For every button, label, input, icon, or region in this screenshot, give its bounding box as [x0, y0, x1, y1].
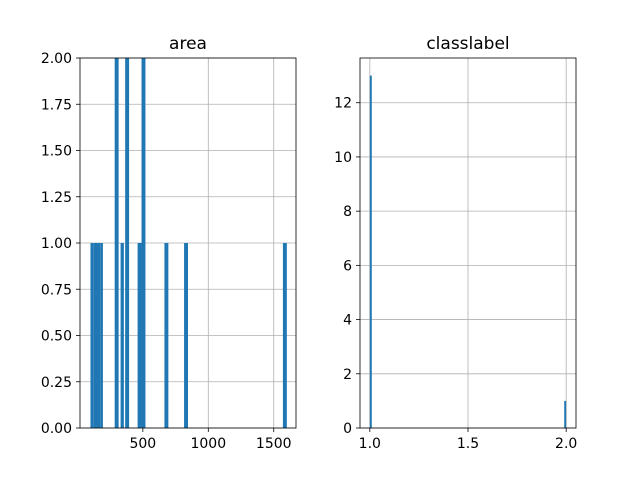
- chart-0-y-tick-label: 1.00: [41, 236, 72, 252]
- chart-0-y-tick-label: 0.50: [41, 329, 72, 345]
- chart-1-title: classlabel: [426, 34, 509, 54]
- chart-1-y-tick-label: 10: [334, 150, 352, 166]
- chart-0-y-tick-label: 1.50: [41, 144, 72, 160]
- chart-0-bar: [114, 58, 119, 428]
- chart-1-x-tick-label: 2.0: [555, 436, 577, 452]
- chart-0-y-tick-label: 0.75: [41, 282, 72, 298]
- chart-0-y-tick-label: 1.25: [41, 190, 72, 206]
- chart-0-bar: [120, 243, 124, 428]
- chart-0-y-tick-label: 0.25: [41, 375, 72, 391]
- chart-0-bar: [137, 243, 142, 428]
- chart-1-y-tick-label: 6: [343, 258, 352, 274]
- chart-1-x-tick-label: 1.0: [359, 436, 381, 452]
- chart-1-bar: [369, 75, 372, 428]
- chart-1-x-tick-label: 1.5: [457, 436, 479, 452]
- chart-0-bar: [93, 243, 98, 428]
- chart-0-y-tick-label: 1.75: [41, 97, 72, 113]
- chart-1-y-tick-label: 0: [343, 421, 352, 437]
- chart-1-y-tick-label: 8: [343, 204, 352, 220]
- chart-0-bar: [184, 243, 188, 428]
- chart-0-title: area: [169, 34, 207, 54]
- chart-0-x-tick-label: 1000: [190, 436, 226, 452]
- chart-0-y-tick-label: 2.00: [41, 51, 72, 67]
- chart-1-y-tick-label: 4: [343, 313, 352, 329]
- chart-0-x-tick-label: 1500: [256, 436, 292, 452]
- classlabel-histogram: 1.0 1.5 2.0 0 2 4 6 8 10 12 classlabel: [334, 34, 577, 452]
- chart-0-x-tick-label: 500: [129, 436, 156, 452]
- chart-0-bar: [164, 243, 169, 428]
- chart-0-bar: [90, 243, 94, 428]
- area-histogram: 500 1000 1500 0.00 0.25 0.50 0.75 1.00 1.25 1.50 1…: [41, 34, 297, 452]
- chart-0-bar: [282, 243, 287, 428]
- chart-0-bar: [97, 243, 101, 428]
- chart-0-y-tick-label: 0.00: [41, 421, 72, 437]
- chart-0-bar: [141, 58, 146, 428]
- chart-0-bar: [125, 58, 130, 428]
- chart-0-bar: [100, 243, 103, 428]
- chart-1-y-tick-label: 12: [334, 96, 352, 112]
- chart-1-bar: [564, 400, 567, 428]
- chart-1-y-tick-label: 2: [343, 367, 352, 383]
